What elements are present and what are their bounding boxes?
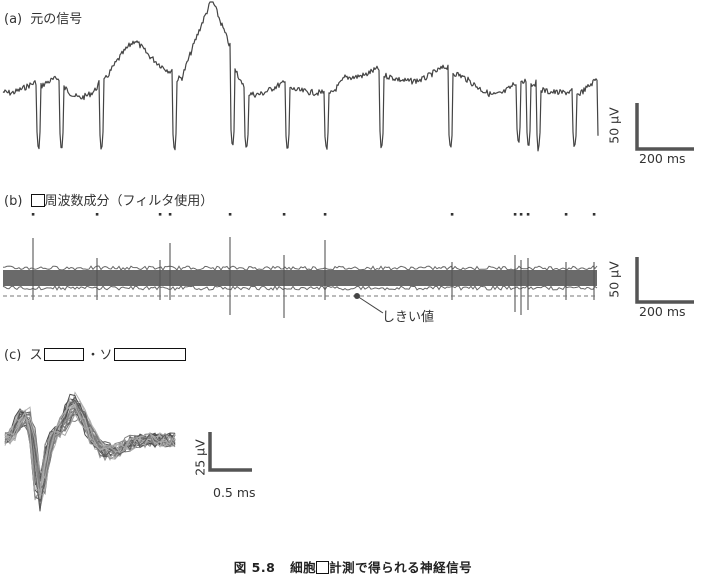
spike-marker-dot [450,213,454,216]
scale-bar-a [635,103,694,151]
redacted-box [316,561,330,574]
spike-marker-dot [513,213,517,216]
panel-c-label: (c) [4,348,22,363]
figure-caption: 図 5.8 細胞 計測で得られる神経信号 [0,557,706,576]
scale-c-horizontal-label: 0.5 ms [213,485,256,500]
redacted-box [30,194,45,207]
panel-b-label: (b) [4,194,23,209]
spike-waveforms [4,391,176,512]
spike-marker-dot [323,213,327,216]
panel-c-title-middle: ・ソ [86,348,113,363]
spike-waveform [4,399,176,508]
spike-marker-dot [519,213,523,216]
spike-marker-dot [228,213,232,216]
spike-marker-dot [158,213,162,216]
scale-bar-b [635,257,694,304]
raw-signal-trace [2,1,599,152]
panel-a-label: (a) [4,12,23,27]
threshold-pointer [356,295,384,314]
spike-marker-dot [592,213,596,216]
panel-a-title-text: 元の信号 [30,12,83,27]
panel-a-title: (a) 元の信号 [4,8,82,27]
panel-c-title: (c) ス ・ソ [4,344,187,363]
band-lower-edge [2,285,598,291]
spike-marker-dot [526,213,530,216]
caption-figure-number: 図 5.8 [233,560,276,575]
filtered-spikes [32,237,595,318]
redacted-box [114,348,187,361]
scale-b-horizontal-label: 200 ms [639,304,686,319]
spike-marker-dot [282,213,286,216]
panel-c-title-prefix: ス [29,348,43,363]
threshold-label: しきい値 [382,310,435,325]
caption-text-suffix: 計測で得られる神経信号 [329,560,473,575]
redacted-box [44,348,85,361]
band-upper-edge [2,265,598,271]
scale-bar-c [208,432,252,472]
spike-markers [31,213,596,216]
spike-marker-dot [95,213,99,216]
spike-marker-dot [31,213,35,216]
panel-b-title: (b) 周波数成分（フィルタ使用） [4,190,213,209]
spike-marker-dot [564,213,568,216]
spike-marker-dot [168,213,172,216]
spike-waveform [4,413,176,480]
filtered-noise-band [3,270,597,286]
scale-a-horizontal-label: 200 ms [639,151,686,166]
caption-text-prefix: 細胞 [290,560,317,575]
panel-b-title-text: 周波数成分（フィルタ使用） [44,194,214,209]
